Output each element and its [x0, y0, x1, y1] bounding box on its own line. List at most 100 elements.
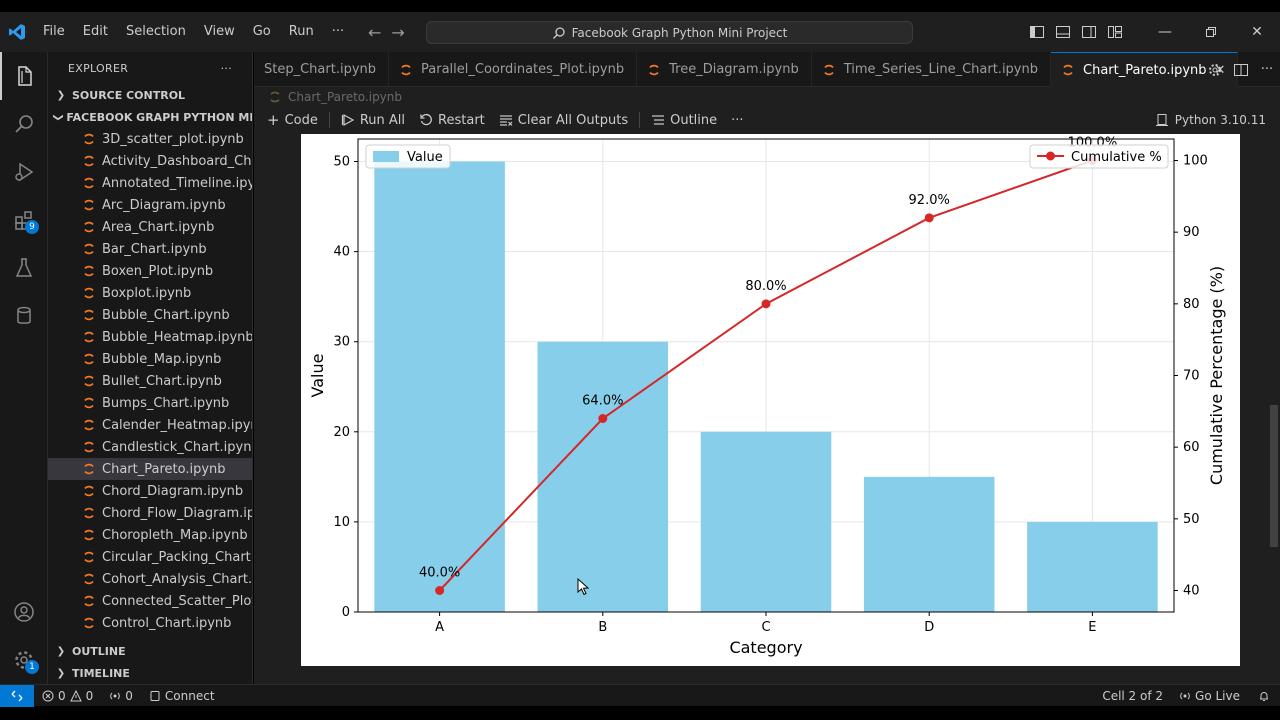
menu-more[interactable]: ···: [331, 24, 345, 39]
editor-more-icon[interactable]: ···: [1260, 62, 1274, 77]
notebook-file-icon: [84, 265, 94, 277]
source-control-section[interactable]: ❯ SOURCE CONTROL: [48, 84, 252, 106]
workspace-folder-label: FACEBOOK GRAPH PYTHON MI...: [66, 110, 252, 124]
explorer-title: EXPLORER: [68, 61, 129, 75]
database-icon[interactable]: [0, 292, 48, 340]
file-item[interactable]: Chord_Flow_Diagram.ip...: [48, 502, 252, 524]
file-item[interactable]: Bullet_Chart.ipynb: [48, 370, 252, 392]
menu-run[interactable]: Run: [288, 24, 314, 39]
tab-tree-diagram-ipynb[interactable]: Tree_Diagram.ipynb: [637, 52, 812, 87]
file-item[interactable]: Area_Chart.ipynb: [48, 216, 252, 238]
notebook-file-icon: [84, 441, 94, 453]
menu-view[interactable]: View: [203, 24, 235, 39]
file-item[interactable]: Bubble_Chart.ipynb: [48, 304, 252, 326]
customize-layout-icon[interactable]: [1102, 12, 1128, 52]
file-item[interactable]: Boxen_Plot.ipynb: [48, 260, 252, 282]
explorer-more-button[interactable]: ···: [220, 61, 232, 75]
file-item[interactable]: Control_Chart.ipynb: [48, 612, 252, 634]
extensions-icon[interactable]: 9: [0, 196, 48, 244]
file-item[interactable]: Circular_Packing_Chart.i...: [48, 546, 252, 568]
add-code-cell-button[interactable]: + Code: [260, 107, 325, 133]
kernel-picker[interactable]: Python 3.10.11: [1155, 107, 1266, 133]
settings-gear-icon[interactable]: [1202, 50, 1228, 90]
menu-go[interactable]: Go: [252, 24, 271, 39]
editor-scrollbar[interactable]: [1270, 405, 1278, 547]
file-item[interactable]: Bubble_Map.ipynb: [48, 348, 252, 370]
search-label: Facebook Graph Python Mini Project: [571, 25, 788, 40]
explorer-icon[interactable]: [0, 52, 48, 100]
toolbar-more-button[interactable]: ···: [731, 112, 744, 128]
file-item[interactable]: Bumps_Chart.ipynb: [48, 392, 252, 414]
legend-cumulative-label: Cumulative %: [1071, 150, 1162, 165]
toggle-sidebar-icon[interactable]: [1024, 12, 1050, 52]
restore-button[interactable]: [1188, 12, 1234, 52]
remote-indicator-icon[interactable]: [0, 684, 34, 707]
clear-all-outputs-button[interactable]: Clear All Outputs: [492, 107, 635, 133]
minimize-button[interactable]: —: [1158, 24, 1172, 40]
timeline-label: TIMELINE: [72, 666, 130, 680]
tab-label: Time_Series_Line_Chart.ipynb: [843, 62, 1038, 77]
breadcrumb[interactable]: Chart_Pareto.ipynb: [254, 87, 1280, 107]
legend-cumulative-marker: [1046, 151, 1055, 161]
problems-status[interactable]: 0 0: [34, 685, 101, 707]
forward-arrow-icon[interactable]: →: [391, 22, 405, 42]
search-sidebar-icon[interactable]: [0, 100, 48, 148]
tab-parallel-coordinates-plot-ipynb[interactable]: Parallel_Coordinates_Plot.ipynb: [389, 52, 638, 87]
menu-selection[interactable]: Selection: [125, 24, 186, 39]
go-live-button[interactable]: Go Live: [1171, 685, 1248, 707]
cell-position[interactable]: Cell 2 of 2: [1094, 685, 1171, 707]
tab-step-chart-ipynb[interactable]: Step_Chart.ipynb: [254, 52, 390, 87]
notebook-file-icon: [84, 221, 94, 233]
cumulative-point-a: [435, 586, 445, 595]
file-item[interactable]: Candlestick_Chart.ipynb: [48, 436, 252, 458]
menu-file[interactable]: File: [43, 24, 65, 39]
file-item[interactable]: Calender_Heatmap.ipynb: [48, 414, 252, 436]
file-name: Bullet_Chart.ipynb: [102, 373, 222, 389]
cell-output: 0 10 20 30 40 50 40 50 60 70 80 90 100 A B C D E Category V…: [301, 134, 1240, 666]
bar-c: [700, 431, 832, 612]
cumulative-point-c: [761, 299, 771, 309]
chevron-right-icon: ❯: [56, 89, 66, 101]
file-item[interactable]: Bubble_Heatmap.ipynb: [48, 326, 252, 348]
outline-section[interactable]: ❯ OUTLINE: [48, 640, 252, 662]
menu-edit[interactable]: Edit: [82, 24, 108, 39]
workspace-folder-section[interactable]: ❯ FACEBOOK GRAPH PYTHON MI...: [48, 106, 252, 128]
toggle-panel-icon[interactable]: [1050, 12, 1076, 52]
connect-status[interactable]: Connect: [141, 685, 223, 707]
manage-gear-icon[interactable]: 1: [0, 636, 48, 684]
restart-button[interactable]: Restart: [412, 107, 492, 133]
notebook-file-icon: [84, 573, 94, 585]
file-item[interactable]: Activity_Dashboard_Ch...: [48, 150, 252, 172]
file-item[interactable]: Chord_Diagram.ipynb: [48, 480, 252, 502]
testing-flask-icon[interactable]: [0, 244, 48, 292]
run-debug-icon[interactable]: [0, 148, 48, 196]
accounts-icon[interactable]: [0, 588, 48, 636]
outline-button[interactable]: Outline: [644, 107, 724, 133]
close-window-button[interactable]: ✕: [1251, 24, 1263, 40]
tab-time-series-line-chart-ipynb[interactable]: Time_Series_Line_Chart.ipynb: [812, 52, 1051, 87]
file-item[interactable]: Connected_Scatter_Plot...: [48, 590, 252, 612]
file-item[interactable]: Arc_Diagram.ipynb: [48, 194, 252, 216]
notebook-file-icon: [84, 199, 94, 211]
vscode-logo-icon: [0, 12, 34, 52]
x-tick-label: D: [924, 620, 934, 635]
back-arrow-icon[interactable]: ←: [368, 22, 382, 42]
toggle-secondary-sidebar-icon[interactable]: [1076, 12, 1102, 52]
notifications-bell-icon[interactable]: [1248, 685, 1280, 707]
file-item[interactable]: Cohort_Analysis_Chart.i...: [48, 568, 252, 590]
notebook-file-icon: [824, 64, 834, 75]
notebook-file-icon: [84, 133, 94, 145]
file-item[interactable]: Bar_Chart.ipynb: [48, 238, 252, 260]
file-item[interactable]: Chart_Pareto.ipynb: [48, 458, 252, 480]
timeline-section[interactable]: ❯ TIMELINE: [48, 662, 252, 684]
file-item[interactable]: Choropleth_Map.ipynb: [48, 524, 252, 546]
notebook-file-icon: [84, 507, 94, 519]
command-center-search[interactable]: Facebook Graph Python Mini Project: [426, 21, 913, 44]
file-item[interactable]: Annotated_Timeline.ipy...: [48, 172, 252, 194]
file-item[interactable]: Boxplot.ipynb: [48, 282, 252, 304]
run-all-button[interactable]: Run All: [334, 107, 412, 133]
split-editor-icon[interactable]: [1228, 50, 1254, 90]
file-item[interactable]: 3D_scatter_plot.ipynb: [48, 128, 252, 150]
ports-status[interactable]: 0: [101, 685, 141, 707]
search-icon: [552, 26, 565, 39]
